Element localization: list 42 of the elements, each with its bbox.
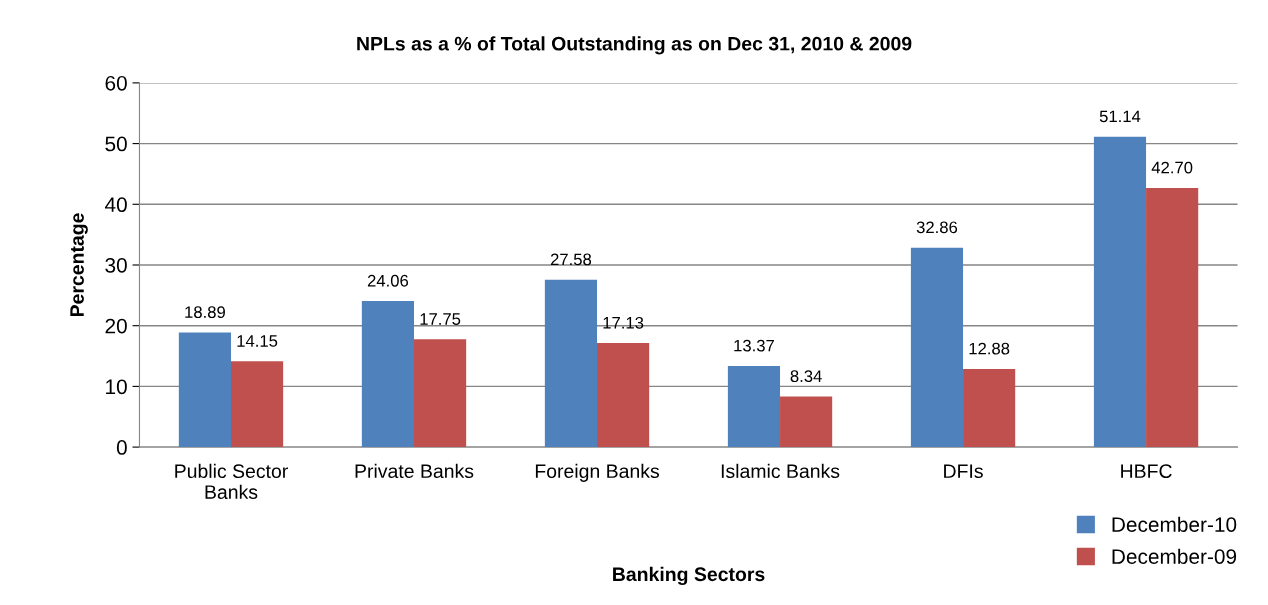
- bar: [727, 365, 781, 448]
- bar: [597, 343, 650, 448]
- y-axis-title: Percentage: [70, 213, 88, 317]
- y-tick-label: 20: [105, 318, 127, 334]
- y-tick-label: 50: [105, 136, 127, 152]
- bar: [361, 301, 414, 448]
- bar: [963, 368, 1016, 448]
- data-label: 8.34: [790, 370, 822, 383]
- data-label: 27.58: [550, 253, 592, 266]
- data-label: 17.75: [420, 313, 461, 325]
- data-label: 12.88: [969, 342, 1010, 355]
- data-label: 17.13: [603, 316, 644, 329]
- data-label: 42.70: [1151, 161, 1193, 174]
- x-tick-label: DFIs: [944, 464, 983, 479]
- y-tick-label: 60: [105, 75, 127, 91]
- bar: [414, 339, 467, 448]
- bar: [780, 396, 833, 448]
- legend-label: December-09: [1112, 548, 1237, 564]
- data-label: 32.86: [916, 221, 958, 234]
- x-axis-title: Banking Sectors: [613, 566, 765, 586]
- x-tick-label: Public Sector Banks: [175, 463, 288, 499]
- bar: [178, 332, 231, 448]
- bar: [1146, 187, 1199, 448]
- x-tick-label: HBFC: [1121, 464, 1172, 479]
- x-tick-label: Private Banks: [355, 463, 474, 479]
- chart-title: NPLs as a % of Total Outstanding as on Dec 31, 2010 & 2009: [357, 36, 912, 55]
- data-label: 14.15: [237, 335, 278, 347]
- x-tick-label: Foreign Banks: [535, 463, 660, 482]
- y-tick-label: 0: [116, 440, 127, 455]
- data-label: 51.14: [1099, 110, 1141, 123]
- bar: [544, 279, 598, 448]
- bar: [230, 361, 284, 448]
- y-tick-label: 40: [104, 197, 127, 213]
- data-label: 13.37: [734, 339, 774, 352]
- data-label: 24.06: [367, 274, 409, 287]
- legend-label: December-10: [1112, 516, 1237, 532]
- y-tick-label: 30: [105, 257, 127, 273]
- x-tick-label: Islamic Banks: [721, 463, 840, 479]
- data-label: 18.89: [185, 306, 225, 319]
- bar: [1093, 136, 1147, 448]
- y-tick-label: 10: [106, 379, 127, 395]
- bar: [910, 247, 964, 448]
